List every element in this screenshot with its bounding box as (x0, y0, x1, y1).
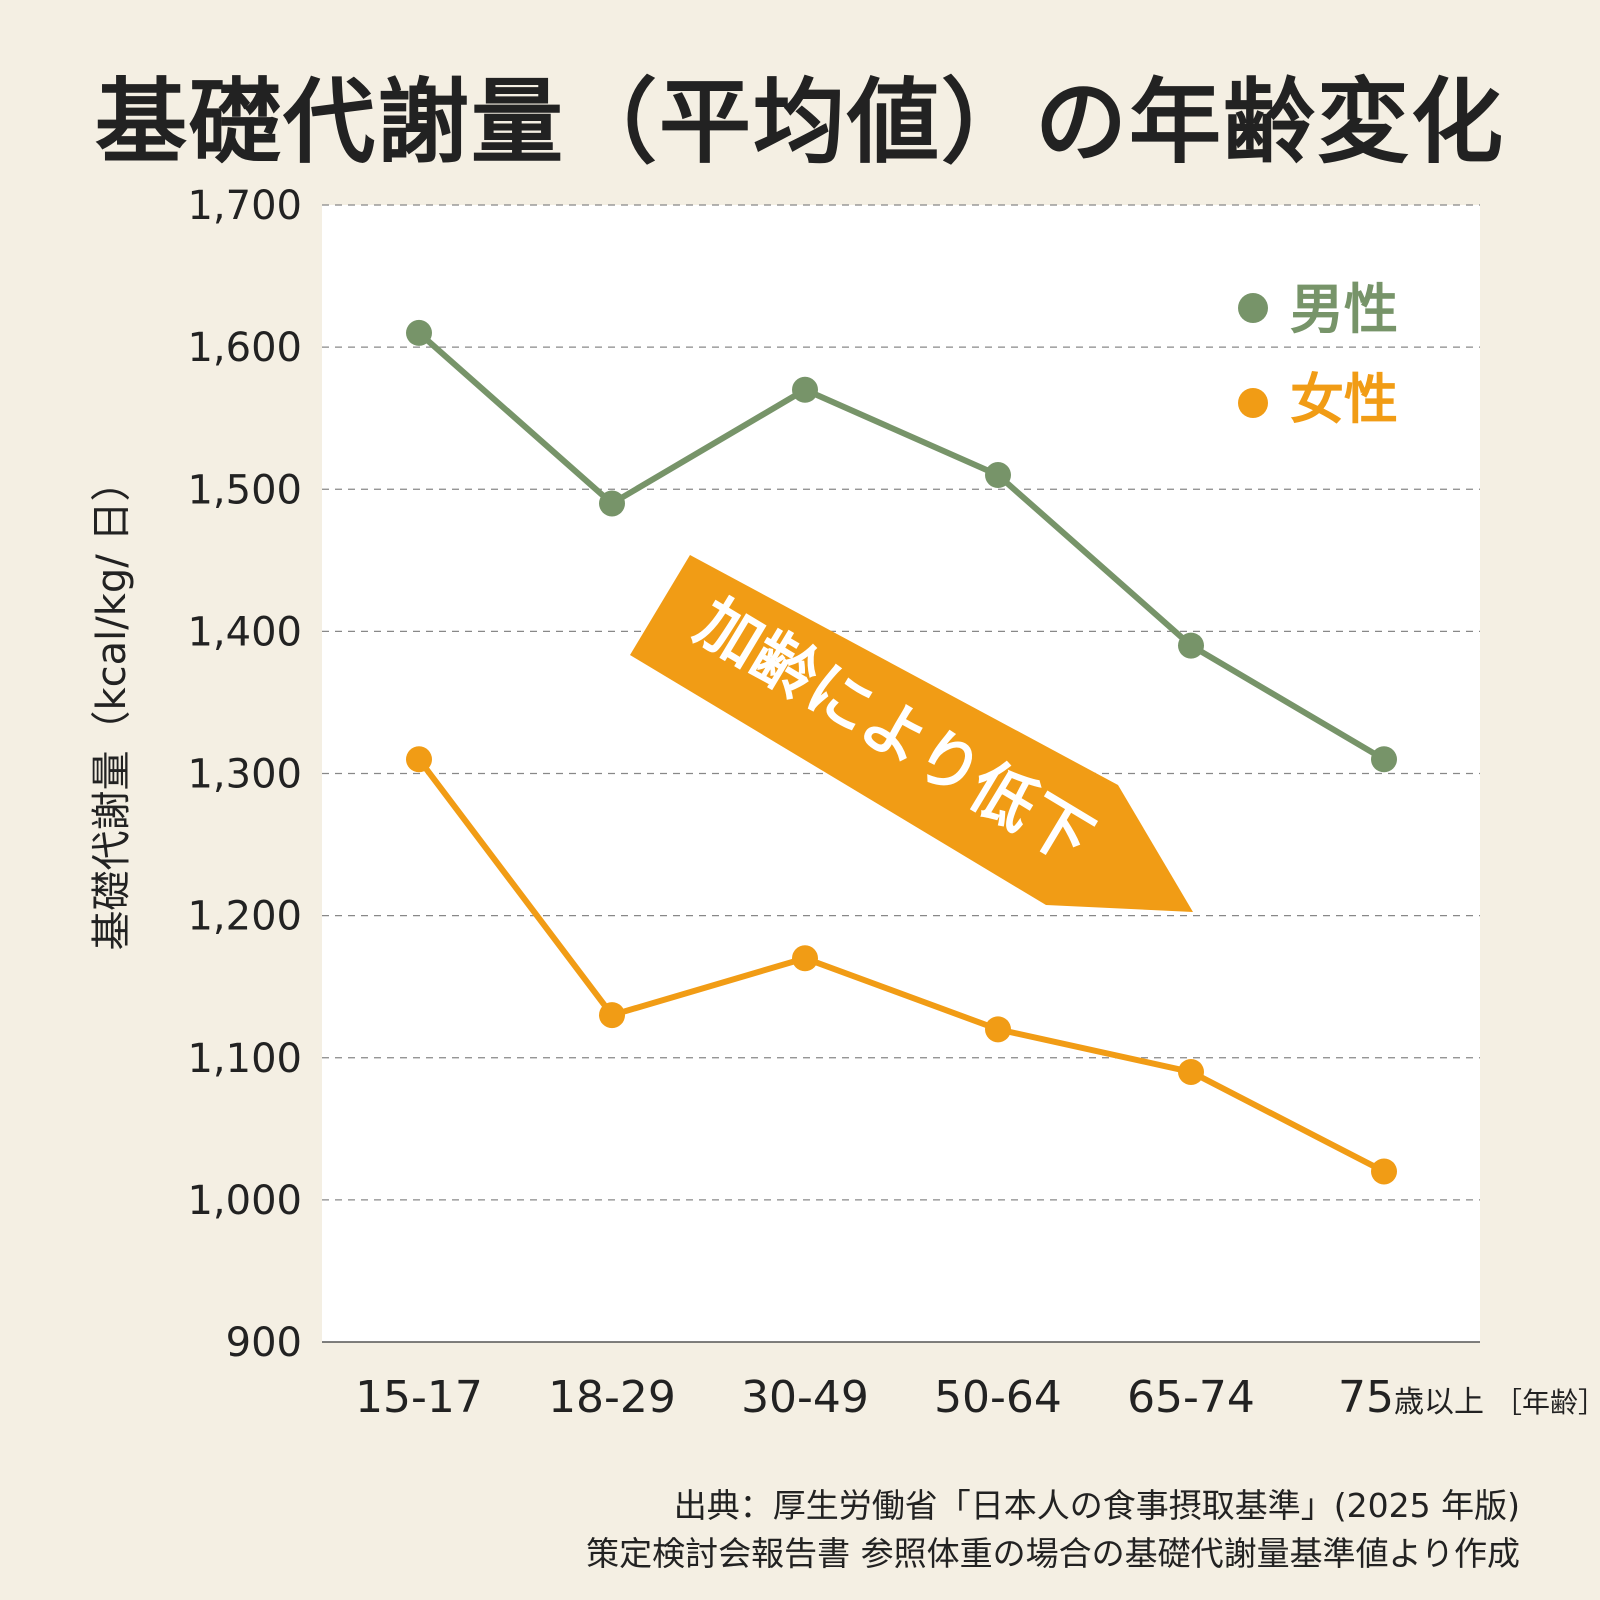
source-line-1: 出典：厚生労働省「日本人の食事摂取基準」(2025 年版) (673, 1486, 1520, 1525)
source-note: 出典：厚生労働省「日本人の食事摂取基準」(2025 年版) 策定検討会報告書 参… (586, 1482, 1520, 1578)
y-tick-label: 1,200 (187, 894, 302, 940)
y-tick-label: 900 (226, 1320, 302, 1366)
x-axis-label: ［年齢］ (1494, 1386, 1600, 1419)
data-point (1371, 746, 1397, 773)
y-tick-label: 1,600 (187, 325, 302, 371)
x-tick-suffix: 歳以上 (1394, 1385, 1484, 1420)
data-point (406, 319, 432, 346)
x-tick-label: 18-29 (548, 1372, 676, 1423)
legend-label-male: 男性 (1290, 278, 1398, 341)
y-tick-label: 1,000 (187, 1178, 302, 1224)
y-tick-label: 1,400 (187, 609, 302, 655)
y-tick-label: 1,500 (187, 467, 302, 513)
data-point (1371, 1158, 1397, 1185)
x-tick-label: 15-17 (355, 1372, 483, 1423)
data-point (792, 376, 818, 403)
y-tick-label: 1,300 (187, 752, 302, 798)
x-tick-label: 65-74 (1127, 1372, 1255, 1423)
y-tick-label: 1,100 (187, 1036, 302, 1082)
y-tick-label: 1,700 (187, 183, 302, 229)
annotation-arrow-shape (630, 555, 1193, 912)
legend-item-male: 男性 (1238, 278, 1398, 341)
source-line-2: 策定検討会報告書 参照体重の場合の基礎代謝量基準値より作成 (586, 1534, 1520, 1573)
legend-marker-male (1238, 293, 1268, 323)
legend-marker-female (1238, 388, 1268, 418)
series-line-1 (416, 757, 1386, 1175)
y-axis-ticks: 900 1,000 1,100 1,200 1,300 1,400 1,500 1,600 1,… (187, 183, 302, 1366)
x-tick-label: 50-64 (934, 1372, 1062, 1423)
data-point (599, 1002, 625, 1029)
legend-label-female: 女性 (1290, 368, 1398, 431)
data-point (599, 490, 625, 517)
x-tick-label: 75歳以上 ［年齢］ (1338, 1372, 1600, 1423)
data-point (985, 462, 1011, 489)
series-group (406, 319, 1397, 1185)
legend-item-female: 女性 (1238, 368, 1398, 431)
grid-lines (322, 204, 1480, 1343)
data-point (1178, 632, 1204, 659)
data-point (1178, 1058, 1204, 1085)
x-axis-ticks: 15-17 18-29 30-49 50-64 65-74 75歳以上 ［年齢］ (355, 1372, 1600, 1423)
data-point (792, 945, 818, 972)
legend: 男性 女性 (1238, 278, 1398, 431)
data-point (985, 1016, 1011, 1043)
series-line-0 (417, 330, 1386, 762)
data-point (406, 746, 432, 773)
chart-title: 基礎代謝量（平均値）の年齢変化 (94, 69, 1505, 176)
line-chart: 900 1,000 1,100 1,200 1,300 1,400 1,500 1,600 1,… (187, 183, 1600, 1423)
x-tick-label: 30-49 (741, 1372, 869, 1423)
